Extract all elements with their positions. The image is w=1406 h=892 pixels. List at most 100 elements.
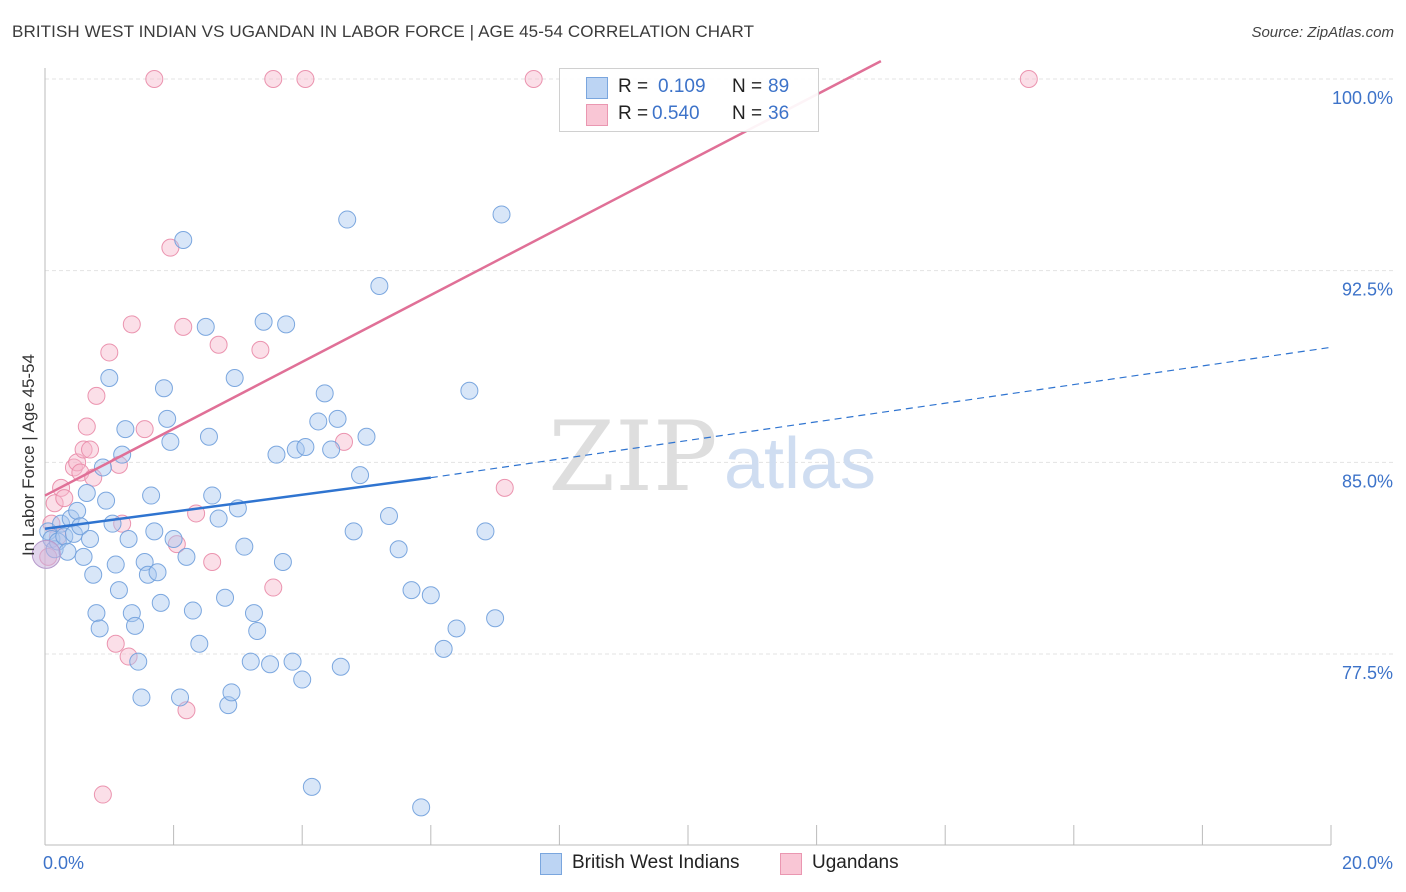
british-west-indian-point [97, 491, 116, 510]
british-west-indian-point [199, 427, 218, 446]
british-west-indian-point [370, 277, 389, 295]
british-west-indian-point [447, 619, 466, 638]
ugandan-point [77, 417, 96, 436]
british-west-indian-point [148, 563, 167, 582]
british-west-indian-point [261, 655, 280, 674]
british-west-indian-point [434, 639, 453, 658]
british-west-indian-point [81, 530, 100, 548]
legend-r-label: R = [618, 103, 649, 124]
ugandan-point [81, 440, 100, 459]
ugandan-point [145, 70, 164, 88]
british-west-indian-point [58, 542, 77, 561]
british-west-indian-point [293, 670, 312, 689]
ugandan-point [1019, 70, 1038, 88]
watermark: ZIP atlas [548, 401, 876, 513]
british-west-indian-point [177, 547, 196, 566]
legend-r-value: 0.109 [658, 76, 706, 97]
ugandan-point [209, 335, 228, 354]
y-tick-label: 92.5% [1342, 280, 1393, 300]
british-west-indian-point [225, 369, 244, 387]
british-west-indian-point [344, 522, 363, 541]
british-west-indian-point [203, 486, 222, 505]
ugandan-point [119, 647, 138, 666]
axis-labels: 77.5% 85.0% 92.5% 100.0% 0.0% 20.0% In Labor F… [19, 88, 1393, 873]
british-west-indian-point [183, 601, 202, 620]
british-west-indian-point [380, 507, 399, 525]
british-west-indian-point [209, 509, 228, 528]
british-west-indian-point [235, 537, 254, 556]
british-west-indian-point [273, 553, 292, 571]
british-west-indian-point [328, 409, 347, 428]
y-tick-label: 100.0% [1332, 88, 1393, 108]
ugandan-point [264, 70, 283, 88]
trend-lines [44, 60, 1332, 531]
british-west-indian-point [267, 445, 286, 464]
british-west-indians-trend-extension [430, 346, 1332, 479]
bottom-legend-label: British West Indians [572, 852, 740, 873]
correlation-legend: R = 0.109 N = 89 R = 0.540 N = 36 [559, 68, 819, 132]
british-west-indian-point [119, 530, 138, 548]
british-west-indian-point [254, 312, 273, 331]
ugandan-point [167, 535, 186, 554]
ugandan-point [135, 420, 154, 439]
ugandan-point [106, 634, 125, 653]
british-west-indian-point [241, 652, 260, 671]
british-west-indian-point [248, 622, 267, 640]
bottom-legend-swatch-pink [780, 853, 802, 875]
y-tick-label: 85.0% [1342, 471, 1393, 491]
ugandans-points [39, 70, 1038, 804]
y-tick-label: 77.5% [1342, 663, 1393, 683]
british-west-indians-points [31, 205, 511, 817]
british-west-indian-point [309, 412, 328, 431]
british-west-indian-point [77, 484, 96, 502]
x-tick-label: 20.0% [1342, 853, 1393, 873]
ugandan-point [524, 70, 543, 88]
british-west-indian-point [302, 777, 321, 796]
british-west-indian-point [283, 652, 302, 671]
ugandan-point [74, 440, 93, 459]
british-west-indian-point [190, 634, 209, 653]
british-west-indian-point [171, 688, 190, 707]
british-west-indian-point [158, 409, 177, 428]
british-west-indian-point [315, 384, 334, 403]
british-west-indian-point [338, 210, 357, 229]
british-west-indian-point [106, 555, 125, 574]
british-west-indian-point [90, 619, 109, 638]
ugandan-point [45, 494, 64, 513]
ugandan-point [100, 343, 119, 362]
british-west-indian-point [296, 438, 315, 456]
grid-lines [45, 78, 1394, 655]
ugandan-point [122, 315, 141, 334]
british-west-indian-point [412, 798, 431, 817]
british-west-indian-point [84, 565, 103, 584]
british-west-indian-point [74, 547, 93, 566]
british-west-indian-point [421, 586, 440, 605]
ugandan-point [251, 340, 270, 359]
british-west-indian-point [151, 593, 170, 612]
british-west-indian-point [103, 514, 122, 533]
ugandan-point [87, 386, 106, 405]
british-west-indian-point [154, 379, 173, 398]
legend-r-value: 0.540 [652, 103, 700, 124]
overlap-cluster-point [31, 539, 61, 569]
ugandan-point [495, 478, 514, 497]
watermark-atlas: atlas [724, 424, 876, 504]
british-west-indian-point [331, 657, 350, 676]
legend-n-label: N = [732, 103, 763, 124]
ugandan-point [174, 317, 193, 336]
british-west-indian-point [277, 315, 296, 334]
legend-n-label: N = [732, 76, 763, 97]
ugandan-point [55, 489, 74, 508]
british-west-indian-point [196, 317, 215, 336]
bottom-legend-label: Ugandans [812, 852, 899, 873]
british-west-indian-point [322, 440, 341, 459]
ugandan-point [203, 553, 222, 571]
british-west-indian-point [68, 501, 87, 520]
british-west-indian-point [486, 609, 505, 628]
british-west-indian-point [142, 486, 161, 505]
british-west-indian-point [476, 522, 495, 541]
legend-swatch-pink [586, 104, 608, 126]
chart-title: BRITISH WEST INDIAN VS UGANDAN IN LABOR … [12, 22, 755, 41]
british-west-indian-point [174, 231, 193, 249]
